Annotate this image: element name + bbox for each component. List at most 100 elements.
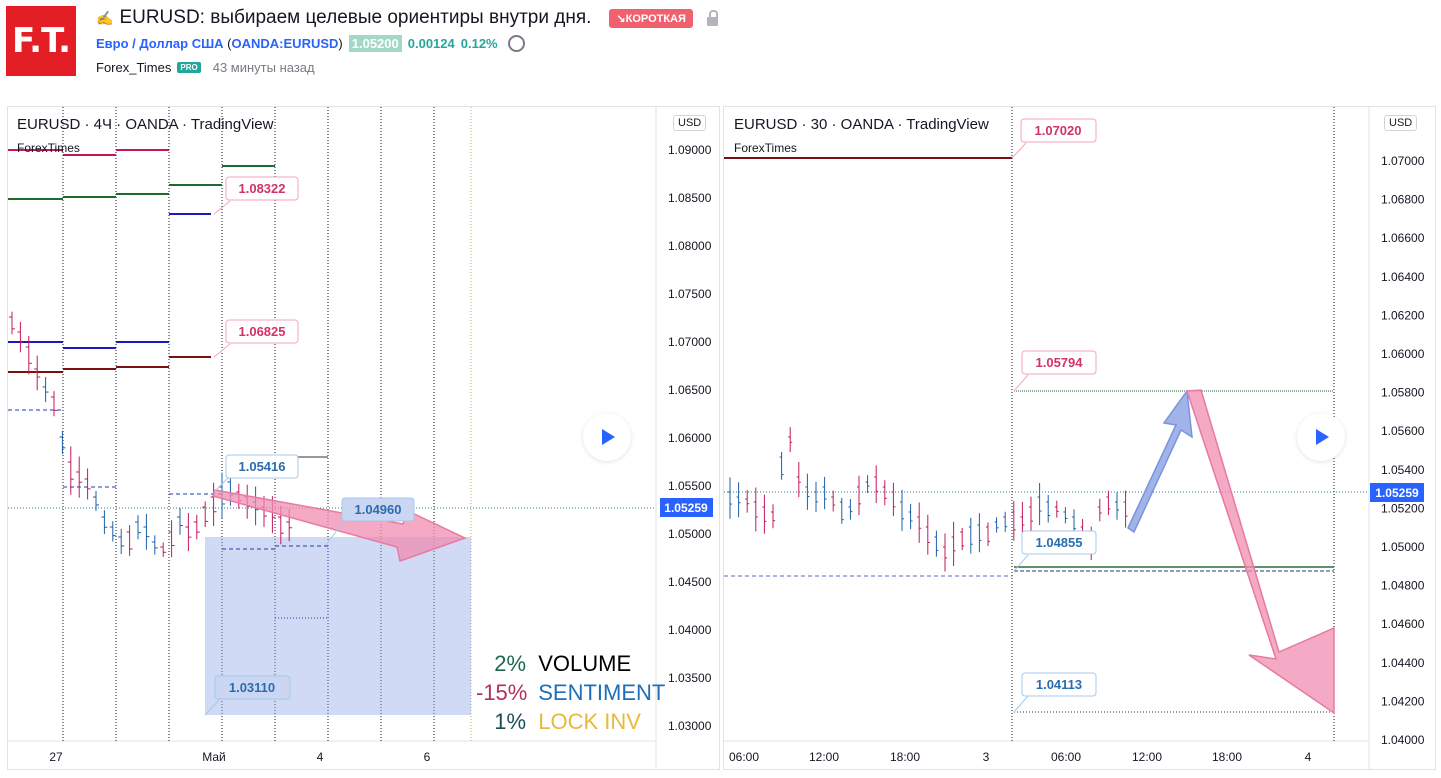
pro-badge: PRO bbox=[177, 62, 201, 73]
svg-text:18:00: 18:00 bbox=[1212, 750, 1242, 764]
callout-1.07020: 1.07020 bbox=[1011, 118, 1097, 159]
svg-text:4: 4 bbox=[317, 750, 324, 764]
price-tick: 1.06800 bbox=[1381, 193, 1425, 207]
left-chart-canvas[interactable]: 1.08322 1.06825 1.05416 1.04960 1.03110 … bbox=[8, 107, 719, 769]
price-tick: 1.05500 bbox=[668, 479, 712, 493]
right-price-scale[interactable]: 1.07000 1.06800 1.06600 1.06400 1.06200 1.060… bbox=[1381, 154, 1425, 747]
left-watermark: ForexTimes bbox=[17, 141, 80, 155]
callout-1.03110: 1.03110 bbox=[204, 675, 291, 716]
stat-volume: 2% VOLUME bbox=[494, 651, 632, 676]
svg-text:6: 6 bbox=[424, 750, 431, 764]
level-lines bbox=[8, 149, 275, 373]
price-tick: 1.06000 bbox=[1381, 347, 1425, 361]
right-watermark: ForexTimes bbox=[734, 141, 797, 155]
price-tick: 1.04600 bbox=[1381, 617, 1425, 631]
left-time-scale[interactable]: 27 Май 4 6 bbox=[49, 750, 430, 764]
stat-lock-inv: 1% LOCK INV bbox=[494, 709, 641, 734]
price-tick: 1.03000 bbox=[668, 719, 712, 733]
price-tick: 1.04500 bbox=[668, 575, 712, 589]
price-tick: 1.03500 bbox=[668, 671, 712, 685]
alarm-clock-icon[interactable] bbox=[507, 35, 525, 52]
price-tick: 1.06500 bbox=[668, 383, 712, 397]
callout-1.08322: 1.08322 bbox=[213, 176, 299, 215]
up-arrow bbox=[1127, 388, 1193, 534]
author-name[interactable]: Forex_Times bbox=[96, 60, 172, 75]
session-separators bbox=[62, 107, 435, 741]
symbol-row: Евро / Доллар США (OANDA:EURUSD) 1.05200… bbox=[96, 35, 525, 52]
price-tick: 1.05000 bbox=[1381, 540, 1425, 554]
dashed-levels bbox=[8, 409, 328, 550]
price-tick: 1.06600 bbox=[1381, 231, 1425, 245]
price-tick: 1.06000 bbox=[668, 431, 712, 445]
idea-title: EURUSD: выбираем целевые ориентиры внутр… bbox=[119, 7, 592, 28]
svg-text:1.07020: 1.07020 bbox=[1035, 123, 1082, 138]
svg-text:3: 3 bbox=[983, 750, 990, 764]
right-candles bbox=[728, 427, 1128, 572]
price-tick: 1.04000 bbox=[668, 623, 712, 637]
right-play-button[interactable] bbox=[1297, 413, 1345, 461]
symbol-change: 0.00124 bbox=[407, 36, 455, 51]
price-tick: 1.07000 bbox=[1381, 154, 1425, 168]
down-arrow bbox=[1185, 389, 1335, 715]
right-chart-legend: EURUSD · 30 · OANDA · TradingView bbox=[734, 116, 989, 133]
short-arrow bbox=[212, 489, 467, 562]
price-tick: 1.05000 bbox=[668, 527, 712, 541]
price-tick: 1.04000 bbox=[1381, 733, 1425, 747]
svg-text:1.05794: 1.05794 bbox=[1036, 355, 1084, 370]
svg-text:1.05416: 1.05416 bbox=[239, 459, 286, 474]
price-tick: 1.04800 bbox=[1381, 579, 1425, 593]
price-tick: 1.04200 bbox=[1381, 694, 1425, 708]
left-candles bbox=[9, 311, 293, 558]
svg-text:1.04855: 1.04855 bbox=[1036, 535, 1083, 550]
price-tick: 1.08500 bbox=[668, 191, 712, 205]
last-price-label-bg bbox=[1370, 483, 1424, 502]
price-tick: 1.05800 bbox=[1381, 386, 1425, 400]
price-tick: 1.07500 bbox=[668, 287, 712, 301]
symbol-change-pct: 0.12% bbox=[460, 36, 498, 51]
author-row: Forex_Times PRO 43 минуты назад bbox=[96, 60, 315, 75]
stats-box: 2% VOLUME -15% SENTIMENT 1% LOCK INV bbox=[476, 651, 665, 738]
left-chart-legend: EURUSD · 4Ч · OANDA · TradingView bbox=[17, 116, 274, 133]
symbol-name-link[interactable]: Евро / Доллар США bbox=[96, 36, 224, 51]
price-tick: 1.05200 bbox=[1381, 501, 1425, 515]
svg-text:06:00: 06:00 bbox=[729, 750, 759, 764]
symbol-price: 1.05200 bbox=[348, 35, 402, 52]
left-chart-panel[interactable]: 1.08322 1.06825 1.05416 1.04960 1.03110 … bbox=[7, 106, 720, 770]
svg-text:Май: Май bbox=[202, 750, 226, 764]
left-currency-button[interactable]: USD bbox=[673, 115, 707, 131]
published-time: 43 минуты назад bbox=[212, 60, 315, 75]
left-price-scale[interactable]: 1.09000 1.08500 1.08000 1.07500 1.07000 1.065… bbox=[668, 143, 712, 733]
symbol-code-link[interactable]: OANDA:EURUSD bbox=[231, 36, 339, 51]
right-chart-panel[interactable]: 1.07020 1.05794 1.04855 1.04113 1.07000 1… bbox=[723, 106, 1436, 770]
author-logo[interactable]: F.T. bbox=[6, 6, 76, 76]
idea-title-row: ✍ EURUSD: выбираем целевые ориентиры вну… bbox=[96, 7, 718, 29]
price-tick: 1.06200 bbox=[1381, 308, 1425, 322]
svg-text:12:00: 12:00 bbox=[809, 750, 839, 764]
pencil-icon: ✍ bbox=[96, 9, 114, 26]
left-last-price: 1.05259 bbox=[664, 501, 708, 515]
lock-icon bbox=[706, 9, 718, 26]
stat-sentiment: -15% SENTIMENT bbox=[476, 680, 666, 705]
svg-text:4: 4 bbox=[1305, 750, 1312, 764]
play-icon bbox=[1316, 429, 1329, 445]
svg-text:1.04113: 1.04113 bbox=[1036, 677, 1082, 692]
right-chart-canvas[interactable]: 1.07020 1.05794 1.04855 1.04113 1.07000 1… bbox=[724, 107, 1435, 769]
play-icon bbox=[602, 429, 615, 445]
svg-text:27: 27 bbox=[49, 750, 63, 764]
price-tick: 1.05400 bbox=[1381, 463, 1425, 477]
svg-text:12:00: 12:00 bbox=[1132, 750, 1162, 764]
price-tick: 1.07000 bbox=[668, 335, 712, 349]
price-tick: 1.04400 bbox=[1381, 656, 1425, 670]
price-tick: 1.08000 bbox=[668, 239, 712, 253]
right-time-scale[interactable]: 06:00 12:00 18:00 3 06:00 12:00 18:00 4 bbox=[729, 750, 1312, 764]
callout-1.04855: 1.04855 bbox=[1013, 530, 1097, 572]
callout-1.04960: 1.04960 bbox=[325, 497, 415, 546]
svg-text:1.04960: 1.04960 bbox=[355, 502, 402, 517]
price-tick: 1.05600 bbox=[1381, 424, 1425, 438]
left-play-button[interactable] bbox=[583, 413, 631, 461]
last-price-label-bg bbox=[660, 498, 713, 517]
right-currency-button[interactable]: USD bbox=[1384, 115, 1418, 131]
svg-text:1.03110: 1.03110 bbox=[229, 680, 275, 695]
price-tick: 1.09000 bbox=[668, 143, 712, 157]
right-last-price: 1.05259 bbox=[1375, 486, 1419, 500]
